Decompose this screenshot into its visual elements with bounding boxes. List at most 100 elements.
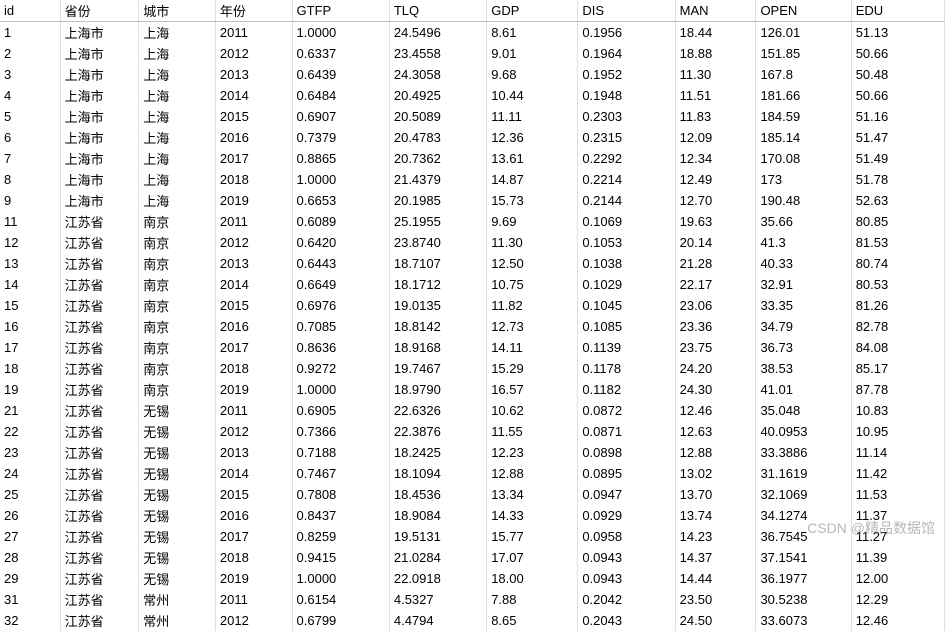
table-row: 3上海市上海20130.643924.30589.680.195211.3016… — [0, 64, 945, 85]
table-cell: 50.66 — [851, 43, 944, 64]
table-cell: 0.0872 — [578, 400, 675, 421]
table-cell: 12.63 — [675, 421, 756, 442]
table-cell: 2017 — [215, 337, 292, 358]
table-cell: 6 — [0, 127, 60, 148]
table-cell: 11.42 — [851, 463, 944, 484]
table-cell: 22.0918 — [389, 568, 486, 589]
table-cell: 17.07 — [487, 547, 578, 568]
table-cell: 0.1045 — [578, 295, 675, 316]
table-cell: 19 — [0, 379, 60, 400]
table-cell: 31.1619 — [756, 463, 851, 484]
table-cell: 26 — [0, 505, 60, 526]
table-cell: 0.2214 — [578, 169, 675, 190]
table-cell: 18.44 — [675, 22, 756, 44]
table-cell: 2019 — [215, 190, 292, 211]
table-cell: 上海市 — [60, 85, 139, 106]
table-cell: 16 — [0, 316, 60, 337]
table-cell: 11.53 — [851, 484, 944, 505]
table-cell: 0.0947 — [578, 484, 675, 505]
table-cell: 江苏省 — [60, 547, 139, 568]
table-cell: 5 — [0, 106, 60, 127]
table-cell: 11.14 — [851, 442, 944, 463]
table-cell: 151.85 — [756, 43, 851, 64]
table-row: 25江苏省无锡20150.780818.453613.340.094713.70… — [0, 484, 945, 505]
table-cell: 23.8740 — [389, 232, 486, 253]
table-cell: 0.8865 — [292, 148, 389, 169]
table-cell: 8.61 — [487, 22, 578, 44]
table-cell: 12.46 — [675, 400, 756, 421]
table-cell: 11.82 — [487, 295, 578, 316]
table-cell: 0.6905 — [292, 400, 389, 421]
table-cell: 12.70 — [675, 190, 756, 211]
table-cell: 2016 — [215, 316, 292, 337]
table-cell: 20.1985 — [389, 190, 486, 211]
table-cell: 81.53 — [851, 232, 944, 253]
table-cell: 江苏省 — [60, 442, 139, 463]
table-cell: 51.49 — [851, 148, 944, 169]
table-cell: 1.0000 — [292, 22, 389, 44]
table-cell: 1 — [0, 22, 60, 44]
table-cell: 江苏省 — [60, 421, 139, 442]
table-cell: 江苏省 — [60, 379, 139, 400]
table-row: 32江苏省常州20120.67994.47948.650.204324.5033… — [0, 610, 945, 631]
table-cell: 40.33 — [756, 253, 851, 274]
table-cell: 23 — [0, 442, 60, 463]
table-row: 6上海市上海20160.737920.478312.360.231512.091… — [0, 127, 945, 148]
table-cell: 江苏省 — [60, 253, 139, 274]
table-cell: 23.75 — [675, 337, 756, 358]
column-header: 省份 — [60, 0, 139, 22]
table-cell: 江苏省 — [60, 568, 139, 589]
table-cell: 2011 — [215, 400, 292, 421]
table-cell: 上海市 — [60, 106, 139, 127]
column-header: 城市 — [139, 0, 216, 22]
table-cell: 14.87 — [487, 169, 578, 190]
table-cell: 81.26 — [851, 295, 944, 316]
table-cell: 18.2425 — [389, 442, 486, 463]
table-cell: 0.1952 — [578, 64, 675, 85]
table-cell: 12.46 — [851, 610, 944, 631]
table-cell: 18 — [0, 358, 60, 379]
table-cell: 184.59 — [756, 106, 851, 127]
table-cell: 37.1541 — [756, 547, 851, 568]
table-cell: 87.78 — [851, 379, 944, 400]
table-row: 4上海市上海20140.648420.492510.440.194811.511… — [0, 85, 945, 106]
data-table: id省份城市年份GTFPTLQGDPDISMANOPENEDU 1上海市上海20… — [0, 0, 945, 631]
table-cell: 190.48 — [756, 190, 851, 211]
table-cell: 32.91 — [756, 274, 851, 295]
table-cell: 2014 — [215, 463, 292, 484]
table-cell: 33.35 — [756, 295, 851, 316]
table-cell: 13.34 — [487, 484, 578, 505]
table-cell: 7.88 — [487, 589, 578, 610]
table-cell: 18.00 — [487, 568, 578, 589]
table-cell: 80.85 — [851, 211, 944, 232]
table-cell: 29 — [0, 568, 60, 589]
table-cell: 15 — [0, 295, 60, 316]
table-cell: 14.11 — [487, 337, 578, 358]
table-cell: 52.63 — [851, 190, 944, 211]
table-cell: 11.30 — [675, 64, 756, 85]
table-row: 15江苏省南京20150.697619.013511.820.104523.06… — [0, 295, 945, 316]
table-cell: 0.6439 — [292, 64, 389, 85]
table-cell: 15.29 — [487, 358, 578, 379]
table-cell: 0.1038 — [578, 253, 675, 274]
table-cell: 2019 — [215, 568, 292, 589]
table-cell: 32.1069 — [756, 484, 851, 505]
table-cell: 9.69 — [487, 211, 578, 232]
column-header: GTFP — [292, 0, 389, 22]
table-cell: 31 — [0, 589, 60, 610]
table-cell: 11.51 — [675, 85, 756, 106]
table-cell: 0.6907 — [292, 106, 389, 127]
column-header: EDU — [851, 0, 944, 22]
table-cell: 20.4925 — [389, 85, 486, 106]
table-cell: 0.9272 — [292, 358, 389, 379]
table-cell: 22 — [0, 421, 60, 442]
table-cell: 12.34 — [675, 148, 756, 169]
table-cell: 上海 — [139, 127, 216, 148]
table-cell: 24.50 — [675, 610, 756, 631]
table-cell: 12.73 — [487, 316, 578, 337]
table-cell: 24.3058 — [389, 64, 486, 85]
table-cell: 13 — [0, 253, 60, 274]
table-cell: 上海 — [139, 85, 216, 106]
table-cell: 20.7362 — [389, 148, 486, 169]
table-cell: 2012 — [215, 232, 292, 253]
